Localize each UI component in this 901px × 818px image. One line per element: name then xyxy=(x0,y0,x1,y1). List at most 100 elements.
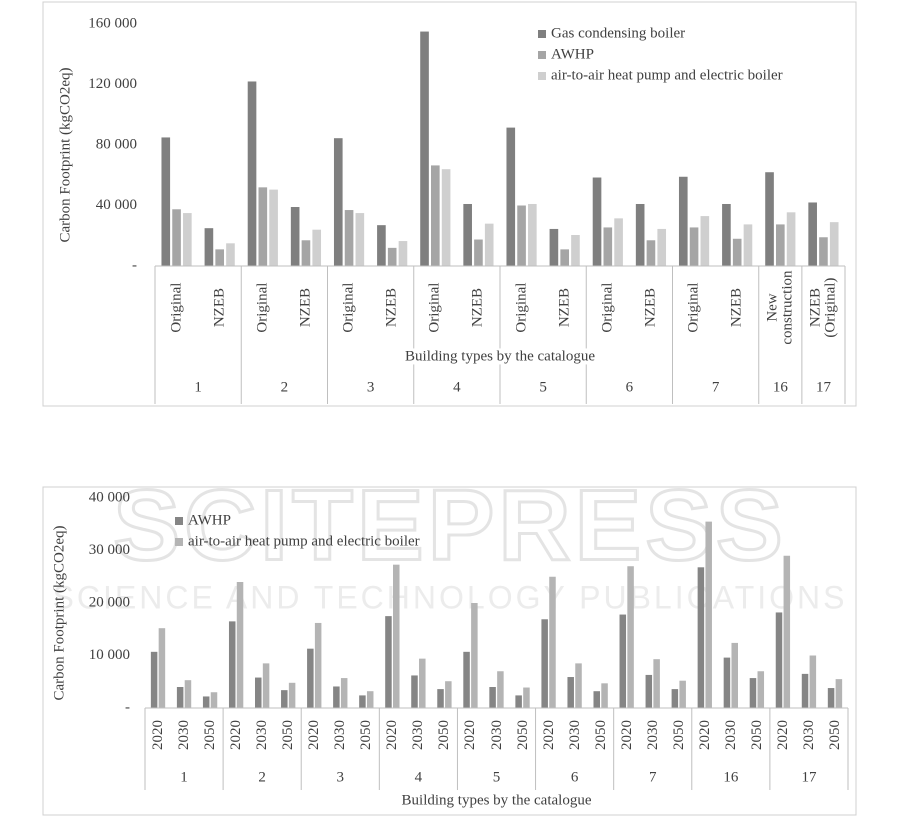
x-tick-label: 2050 xyxy=(435,719,452,750)
bar xyxy=(619,614,627,708)
bar xyxy=(671,689,679,708)
bar xyxy=(359,695,366,708)
x-tick-label: NZEB xyxy=(211,288,228,328)
bar xyxy=(515,695,522,708)
x-tick-label: 2020 xyxy=(305,719,322,750)
y-tick-label: 80 000 xyxy=(96,136,137,152)
bar xyxy=(786,212,796,266)
x-tick-label: 2020 xyxy=(461,719,478,750)
bar xyxy=(307,648,314,708)
bar xyxy=(215,249,224,266)
bar xyxy=(809,655,817,708)
x-tick-label: 2030 xyxy=(409,719,426,750)
bar xyxy=(627,566,634,708)
x-axis-title: Building types by the catalogue xyxy=(402,792,592,808)
bar xyxy=(571,234,580,266)
x-tick-label: Original xyxy=(254,283,271,333)
bar xyxy=(204,228,214,266)
bar xyxy=(575,663,582,708)
legend-label: air-to-air heat pump and electric boiler xyxy=(188,533,420,549)
y-tick-label: 120 000 xyxy=(88,76,137,92)
bar xyxy=(484,223,494,266)
legend-label: air-to-air heat pump and electric boiler xyxy=(551,67,783,83)
chart-frame xyxy=(42,486,857,816)
bar xyxy=(541,619,548,708)
bar xyxy=(635,203,645,266)
bar xyxy=(731,642,738,708)
legend-swatch xyxy=(538,30,546,38)
x-tick-label: 2050 xyxy=(279,719,296,750)
bar xyxy=(827,688,835,708)
bar xyxy=(801,673,809,708)
bar xyxy=(749,678,757,708)
bar xyxy=(601,683,608,708)
bar xyxy=(463,651,470,708)
y-tick-label: 40 000 xyxy=(96,197,137,213)
group-label: 3 xyxy=(337,769,345,785)
bar xyxy=(757,671,765,708)
bar xyxy=(653,659,660,708)
bar xyxy=(646,240,656,266)
bar xyxy=(247,81,257,266)
legend-label: Gas condensing boiler xyxy=(551,25,685,41)
bar xyxy=(420,31,429,266)
bar xyxy=(314,622,322,708)
y-axis-title: Carbon Footprint (kgCO2eq) xyxy=(51,526,67,701)
bar xyxy=(523,687,530,708)
legend-swatch xyxy=(175,517,183,525)
group-label: 7 xyxy=(649,769,657,785)
bar xyxy=(829,222,839,266)
x-tick-label: 2020 xyxy=(540,719,557,750)
x-axis-title-background xyxy=(398,792,595,809)
bar xyxy=(819,237,828,266)
bar xyxy=(158,628,166,708)
group-label: 2 xyxy=(258,769,266,785)
group-label: 5 xyxy=(493,769,501,785)
x-tick-label: 2030 xyxy=(800,719,817,750)
bar xyxy=(398,241,408,266)
x-tick-label: 2030 xyxy=(175,719,192,750)
x-axis-title: Building types by the catalogue xyxy=(405,348,595,364)
bar xyxy=(210,692,218,708)
bar xyxy=(202,696,210,708)
bar xyxy=(411,675,418,708)
bar xyxy=(463,203,472,266)
y-axis-title: Carbon Footprint (kgCO2eq) xyxy=(57,68,73,243)
bar xyxy=(441,169,451,266)
group-label: 1 xyxy=(180,769,188,785)
x-axis-title-background xyxy=(402,348,599,365)
x-tick-label: 2020 xyxy=(696,719,713,750)
group-label: 6 xyxy=(626,379,634,395)
bar xyxy=(657,228,667,266)
bar xyxy=(312,229,322,266)
bar xyxy=(614,218,623,266)
x-tick-label: New construction xyxy=(764,270,796,346)
bar xyxy=(517,205,526,266)
bar xyxy=(236,582,244,708)
x-tick-label: 2020 xyxy=(618,719,635,750)
x-tick-label: NZEB xyxy=(469,288,486,328)
chart-frame xyxy=(42,1,857,407)
bar xyxy=(172,209,181,266)
bar xyxy=(340,678,348,708)
bar xyxy=(783,555,791,708)
bar xyxy=(645,674,653,708)
group-label: 4 xyxy=(415,769,423,785)
bar xyxy=(722,203,731,266)
x-tick-label: Original xyxy=(685,283,702,333)
bar xyxy=(808,202,817,266)
x-tick-label: 2050 xyxy=(514,719,531,750)
group-label: 7 xyxy=(712,379,720,395)
group-label: 5 xyxy=(539,379,547,395)
bar xyxy=(567,677,574,708)
bar xyxy=(689,227,699,266)
x-tick-label: Original xyxy=(599,283,616,333)
x-tick-label: Original xyxy=(513,283,530,333)
group-label: 1 xyxy=(194,379,202,395)
x-tick-label: NZEB (Original) xyxy=(807,278,839,338)
bar xyxy=(549,576,556,708)
x-tick-label: 2050 xyxy=(357,719,374,750)
bar xyxy=(697,567,705,708)
bar xyxy=(549,228,559,266)
